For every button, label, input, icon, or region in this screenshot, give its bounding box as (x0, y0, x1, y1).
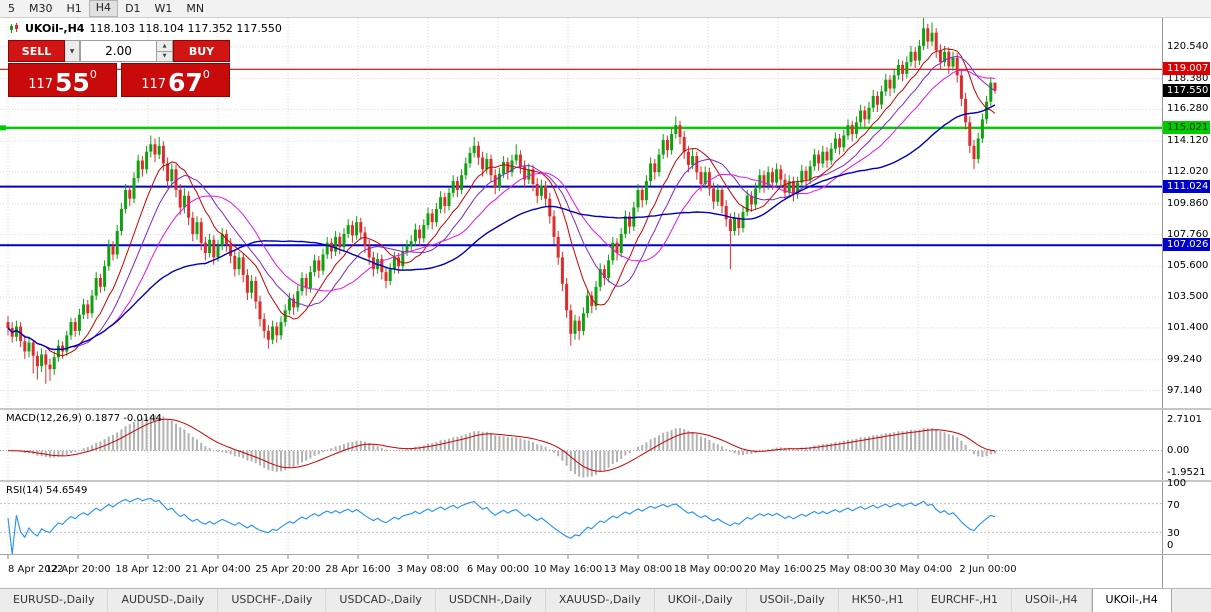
ask-big: 67 (168, 67, 203, 97)
chart-tab-EURUSD-,Daily[interactable]: EURUSD-,Daily (0, 589, 109, 612)
timeframe-D1[interactable]: D1 (125, 2, 141, 15)
rsi-axis-label: 70 (1167, 499, 1180, 511)
macd-panel-splitter[interactable] (0, 408, 1211, 410)
price-axis-label: 99.240 (1167, 353, 1202, 365)
volume-dropdown-button[interactable]: ▼ (65, 40, 80, 62)
price-axis-label: 105.600 (1167, 260, 1209, 272)
time-label: 30 May 04:00 (883, 564, 953, 575)
volume-input[interactable] (81, 41, 156, 61)
price-scale[interactable]: 120.540 118.380 116.280 114.120 112.020 109.8… (1163, 0, 1211, 612)
rsi-axis-label: 0 (1167, 540, 1174, 551)
bid-big: 55 (55, 67, 90, 97)
chart-tab-USOil-,Daily[interactable]: USOil-,Daily (747, 589, 839, 612)
rsi-label: RSI(14) 54.6549 (6, 485, 87, 496)
timeframe-W1[interactable]: W1 (154, 2, 173, 15)
macd-axis-label: -1.9521 (1167, 466, 1206, 478)
ask-price-panel[interactable]: 117 67 0 (121, 63, 230, 97)
chart-tab-USDCAD-,Daily[interactable]: USDCAD-,Daily (326, 589, 436, 612)
time-label: 6 May 00:00 (466, 564, 530, 575)
time-label: 12 Apr 20:00 (45, 564, 111, 575)
ask-sup: 0 (202, 68, 210, 81)
spin-up-icon[interactable]: ▲ (157, 41, 172, 52)
ask-main: 117 (141, 77, 167, 92)
price-axis-label: 116.280 (1167, 103, 1209, 115)
timeframe-MN[interactable]: MN (186, 2, 205, 15)
one-click-trade-panel: SELL ▼ ▲ ▼ BUY 117 55 0 117 67 0 (8, 40, 230, 97)
volume-stepper: ▲ ▼ (156, 41, 172, 61)
timeframe-H1[interactable]: H1 (66, 2, 82, 15)
macd-values: 0.1877 -0.0144 (85, 413, 162, 424)
price-axis-label: 109.860 (1167, 197, 1209, 209)
timeframe-list: 5 M30 H1 H4 D1 W1 MN (1, 0, 211, 17)
volume-box: ▲ ▼ (80, 40, 173, 62)
time-scale[interactable]: 8 Apr 2022 12 Apr 20:00 18 Apr 12:00 21 Apr… (0, 556, 1162, 588)
macd-axis-label: 0.00 (1167, 444, 1190, 456)
time-axis-divider (0, 554, 1211, 555)
chart-icon (10, 23, 18, 33)
symbol-ohlc: 118.103 118.104 117.352 117.550 (89, 22, 282, 35)
chart-tabs-bar: EURUSD-,Daily AUDUSD-,Daily USDCHF-,Daily U… (0, 588, 1211, 612)
time-label: 8 Apr 2022 (8, 564, 64, 575)
price-axis-label: 114.120 (1167, 135, 1209, 147)
time-label: 21 Apr 04:00 (185, 564, 251, 575)
time-label: 28 Apr 16:00 (325, 564, 391, 575)
price-axis-label: 112.020 (1167, 165, 1209, 177)
price-axis-label: 120.540 (1167, 40, 1209, 52)
top-toolbar: 5 M30 H1 H4 D1 W1 MN (0, 0, 1211, 18)
price-axis-label: 118.380 (1167, 72, 1209, 84)
price-line-label: 115.021 (1163, 120, 1210, 134)
chart-tab-USDCNH-,Daily[interactable]: USDCNH-,Daily (436, 589, 546, 612)
macd-axis-label: 2.7101 (1167, 414, 1202, 426)
chart-tab-USDCHF-,Daily[interactable]: USDCHF-,Daily (218, 589, 327, 612)
sell-button[interactable]: SELL (8, 40, 65, 62)
price-axis-label: 101.400 (1167, 321, 1209, 333)
price-line-label: 107.026 (1163, 238, 1210, 252)
chart-tab-EURCHF-,H1[interactable]: EURCHF-,H1 (918, 589, 1012, 612)
rsi-axis-label: 100 (1167, 478, 1187, 489)
time-label: 25 May 08:00 (813, 564, 883, 575)
time-label: 3 May 08:00 (396, 564, 460, 575)
rsi-axis-label: 30 (1167, 528, 1180, 540)
chart-tab-USOil-,H4[interactable]: USOil-,H4 (1012, 589, 1092, 612)
chart-tab-HK50-,H1[interactable]: HK50-,H1 (839, 589, 918, 612)
buy-button[interactable]: BUY (173, 40, 230, 62)
bid-price-panel[interactable]: 117 55 0 (8, 63, 117, 97)
trade-price-row: 117 55 0 117 67 0 (8, 63, 230, 97)
time-label: 20 May 16:00 (743, 564, 813, 575)
symbol-title: UKOil-,H4 (25, 22, 85, 35)
chevron-down-icon: ▼ (69, 47, 75, 55)
timeframe-5[interactable]: 5 (8, 2, 15, 15)
price-line-label: 117.550 (1163, 83, 1210, 97)
chart-tab-AUDUSD-,Daily[interactable]: AUDUSD-,Daily (108, 589, 219, 612)
time-label: 10 May 16:00 (533, 564, 603, 575)
spin-down-icon[interactable]: ▼ (157, 51, 172, 61)
time-label: 13 May 08:00 (603, 564, 673, 575)
rsi-name: RSI(14) (6, 485, 43, 496)
timeframe-H4[interactable]: H4 (88, 0, 119, 17)
price-axis-label: 103.500 (1167, 291, 1209, 303)
time-label: 2 Jun 00:00 (959, 564, 1017, 575)
price-line-label: 111.024 (1163, 179, 1210, 193)
time-label: 18 Apr 12:00 (115, 564, 181, 575)
rsi-value: 54.6549 (45, 485, 88, 496)
chart-tab-UKOil-,H4[interactable]: UKOil-,H4 (1091, 589, 1172, 612)
price-axis-label: 97.140 (1167, 384, 1202, 396)
time-label: 25 Apr 20:00 (255, 564, 321, 575)
chart-tab-UKOil-,Daily[interactable]: UKOil-,Daily (655, 589, 747, 612)
rsi-panel-splitter[interactable] (0, 480, 1211, 482)
price-axis-divider (1162, 18, 1163, 588)
macd-name: MACD(12,26,9) (6, 413, 82, 424)
macd-label: MACD(12,26,9) 0.1877 -0.0144 (6, 413, 162, 424)
timeframe-M30[interactable]: M30 (29, 2, 53, 15)
chart-tab-XAUUSD-,Daily[interactable]: XAUUSD-,Daily (546, 589, 655, 612)
price-axis-label: 107.760 (1167, 228, 1209, 240)
bid-sup: 0 (89, 68, 97, 81)
symbol-header: UKOil-,H4 118.103 118.104 117.352 117.55… (9, 22, 282, 35)
price-line-label: 119.007 (1163, 62, 1210, 76)
time-label: 18 May 00:00 (673, 564, 743, 575)
bid-main: 117 (28, 77, 54, 92)
trade-controls-row: SELL ▼ ▲ ▼ BUY (8, 40, 230, 62)
